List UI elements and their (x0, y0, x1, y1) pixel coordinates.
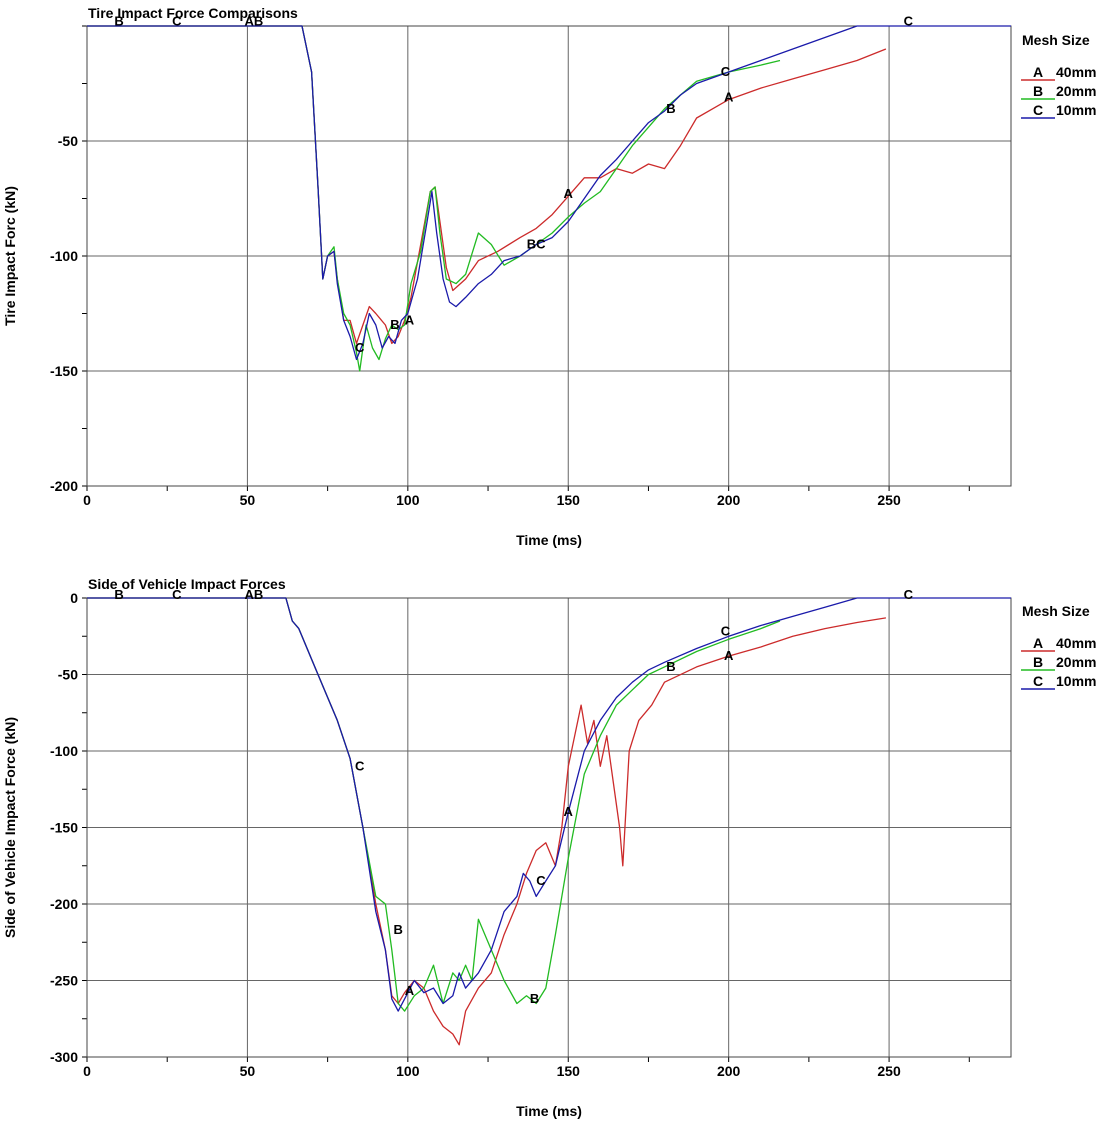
chart2-curve-marker-label: AB (244, 587, 263, 602)
chart1-curve-marker-label: AB (244, 13, 263, 28)
chart1-legend-title: Mesh Size (1022, 32, 1090, 48)
chart2-legend-label-20mm: 20mm (1056, 654, 1096, 670)
chart2-x-tick-label: 0 (83, 1063, 91, 1079)
chart1-series-20mm-line (87, 25, 781, 372)
chart2-series-40mm-line (87, 597, 887, 1046)
chart2-legend-label-40mm: 40mm (1056, 635, 1096, 651)
chart2-y-tick-label: -300 (50, 1049, 78, 1065)
chart2-y-tick-label: -100 (50, 743, 78, 759)
chart2-title: Side of Vehicle Impact Forces (88, 576, 286, 592)
chart2-curve-marker-label: B (394, 922, 403, 937)
chart2-legend-marker-20mm: B (1033, 654, 1043, 670)
chart2-curve-marker-label: A (724, 648, 734, 663)
chart2-x-tick-label: 200 (717, 1063, 741, 1079)
chart1-curve-marker-label: BC (527, 237, 546, 252)
chart2-curve-marker-label: A (564, 804, 574, 819)
chart2-y-axis-label: Side of Vehicle Impact Force (kN) (2, 717, 18, 938)
chart1-curve-marker-label: A (564, 186, 574, 201)
chart2-curve-marker-label: C (721, 624, 731, 639)
chart1-y-tick-label: -200 (50, 478, 78, 494)
chart1-x-tick-label: 200 (717, 492, 741, 508)
chart1-curve-marker-label: C (721, 64, 731, 79)
chart2-x-tick-label: 150 (557, 1063, 581, 1079)
chart1-x-tick-label: 100 (396, 492, 420, 508)
chart2-curve-marker-label: C (904, 587, 914, 602)
chart2-curve-marker-label: C (355, 758, 365, 773)
chart2-y-tick-label: -250 (50, 973, 78, 989)
chart1-y-axis-label: Tire Impact Forc (kN) (2, 186, 18, 326)
chart2-y-tick-label: -200 (50, 896, 78, 912)
chart1-curve-marker-label: C (172, 13, 182, 28)
chart1-title: Tire Impact Force Comparisons (88, 5, 298, 21)
chart2-legend-label-10mm: 10mm (1056, 673, 1096, 689)
chart1-y-tick-label: -100 (50, 248, 78, 264)
chart2-curve-marker-label: C (172, 587, 182, 602)
chart2-curve-marker-label: B (666, 659, 675, 674)
chart1-x-tick-label: 50 (240, 492, 256, 508)
chart2-plot-frame (86, 597, 1012, 1058)
chart1-legend-marker-40mm: A (1033, 64, 1043, 80)
chart1-legend-marker-10mm: C (1033, 102, 1043, 118)
chart2-legend-marker-10mm: C (1033, 673, 1043, 689)
chart2-y-tick-label: -150 (50, 820, 78, 836)
chart2-x-tick-label: 250 (877, 1063, 901, 1079)
chart1-y-tick-label: -150 (50, 363, 78, 379)
chart2-y-tick-label: -50 (58, 667, 78, 683)
chart2-x-axis-label: Time (ms) (516, 1103, 582, 1119)
chart1-curve-marker-label: B (114, 13, 123, 28)
chart1-x-axis-label: Time (ms) (516, 532, 582, 548)
chart1-curve-marker-label: C (355, 340, 365, 355)
chart2-y-tick-label: 0 (70, 590, 78, 606)
chart1-legend-label-40mm: 40mm (1056, 64, 1096, 80)
chart1-series-10mm-line (87, 25, 1011, 361)
chart2-curve-marker-label: B (114, 587, 123, 602)
chart2-x-tick-label: 50 (240, 1063, 256, 1079)
chart2-series-20mm-line (87, 597, 781, 1012)
chart1-curve-marker-label: A (405, 312, 415, 327)
chart1-legend-label-10mm: 10mm (1056, 102, 1096, 118)
chart1-curve-marker-label: B (666, 101, 675, 116)
chart2-curve-marker-label: A (405, 983, 415, 998)
chart1-curve-marker-label: A (724, 89, 734, 104)
chart2-curve-marker-label: B (530, 991, 539, 1006)
chart1-x-tick-label: 250 (877, 492, 901, 508)
chart1-curve-marker-label: C (904, 13, 914, 28)
chart1-x-tick-label: 0 (83, 492, 91, 508)
chart2-series-10mm-line (87, 597, 1011, 1012)
chart1-legend-marker-20mm: B (1033, 83, 1043, 99)
chart2-legend-marker-40mm: A (1033, 635, 1043, 651)
chart1-y-tick-label: -50 (58, 133, 78, 149)
chart1-x-tick-label: 150 (557, 492, 581, 508)
chart1-legend-label-20mm: 20mm (1056, 83, 1096, 99)
chart2-x-tick-label: 100 (396, 1063, 420, 1079)
chart2-curve-marker-label: C (536, 873, 546, 888)
chart1-series-40mm-line (87, 25, 887, 345)
side-impact-chart: 0 50 100 150 200 250 0 -50 -100 -150 -200 -250 -300 B… (2, 576, 1096, 1119)
chart1-curve-marker-label: B (390, 317, 399, 332)
chart2-legend-title: Mesh Size (1022, 603, 1090, 619)
chart1-plot-frame (86, 25, 1012, 487)
